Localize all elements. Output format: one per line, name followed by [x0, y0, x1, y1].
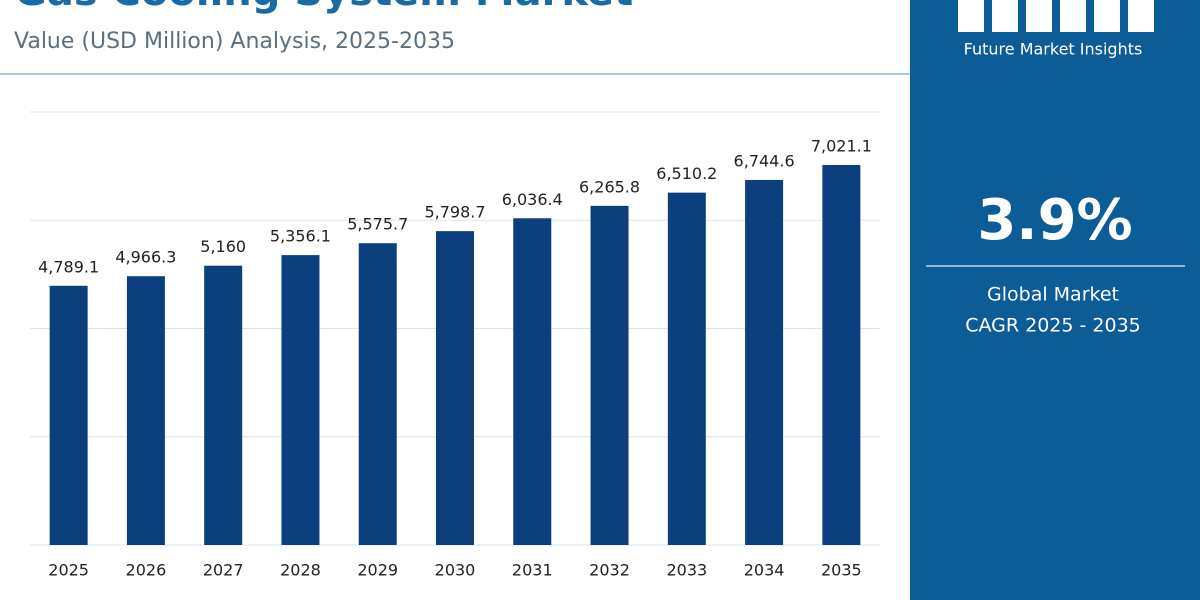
value-label: 5,798.7: [424, 203, 485, 222]
bar: [358, 243, 397, 545]
bar: [822, 164, 861, 545]
bar: [281, 255, 320, 546]
value-label: 7,021.1: [811, 136, 872, 155]
x-tick-label: 2028: [280, 561, 321, 580]
value-label: 6,510.2: [656, 164, 717, 183]
value-label: 6,265.8: [579, 177, 640, 196]
x-tick-label: 2030: [435, 561, 476, 580]
value-label: 5,356.1: [270, 227, 331, 246]
brand-name: Future Market Insights: [964, 40, 1143, 59]
x-tick-label: 2034: [744, 561, 785, 580]
sidebar-background: [910, 0, 1200, 600]
chart-title: Gas Cooling System Market: [14, 0, 633, 15]
bar: [667, 192, 706, 545]
x-tick-label: 2029: [357, 561, 398, 580]
bar: [204, 265, 243, 545]
value-label: 6,036.4: [502, 190, 563, 209]
x-tick-label: 2027: [203, 561, 244, 580]
bar: [126, 276, 165, 545]
bar: [436, 231, 474, 545]
x-tick-label: 2035: [821, 561, 862, 580]
value-label: 6,744.6: [734, 151, 795, 170]
x-tick-label: 2033: [666, 561, 707, 580]
chart-subtitle: Value (USD Million) Analysis, 2025-2035: [14, 29, 455, 54]
cagr-label: CAGR 2025 - 2035: [965, 315, 1141, 337]
bar: [49, 285, 88, 545]
x-tick-label: 2032: [589, 561, 630, 580]
bar: [513, 218, 552, 545]
value-label: 5,575.7: [347, 215, 408, 234]
x-tick-label: 2026: [126, 561, 167, 580]
bar: [590, 205, 629, 545]
brand-logo: [958, 0, 1154, 32]
x-tick-label: 2031: [512, 561, 553, 580]
value-label: 4,789.1: [38, 257, 99, 276]
cagr-value: 3.9%: [977, 188, 1132, 253]
value-label: 4,966.3: [115, 248, 176, 267]
cagr-label: Global Market: [987, 284, 1119, 306]
x-tick-label: 2025: [48, 561, 89, 580]
value-label: 5,160: [200, 237, 246, 256]
bar: [745, 179, 784, 545]
